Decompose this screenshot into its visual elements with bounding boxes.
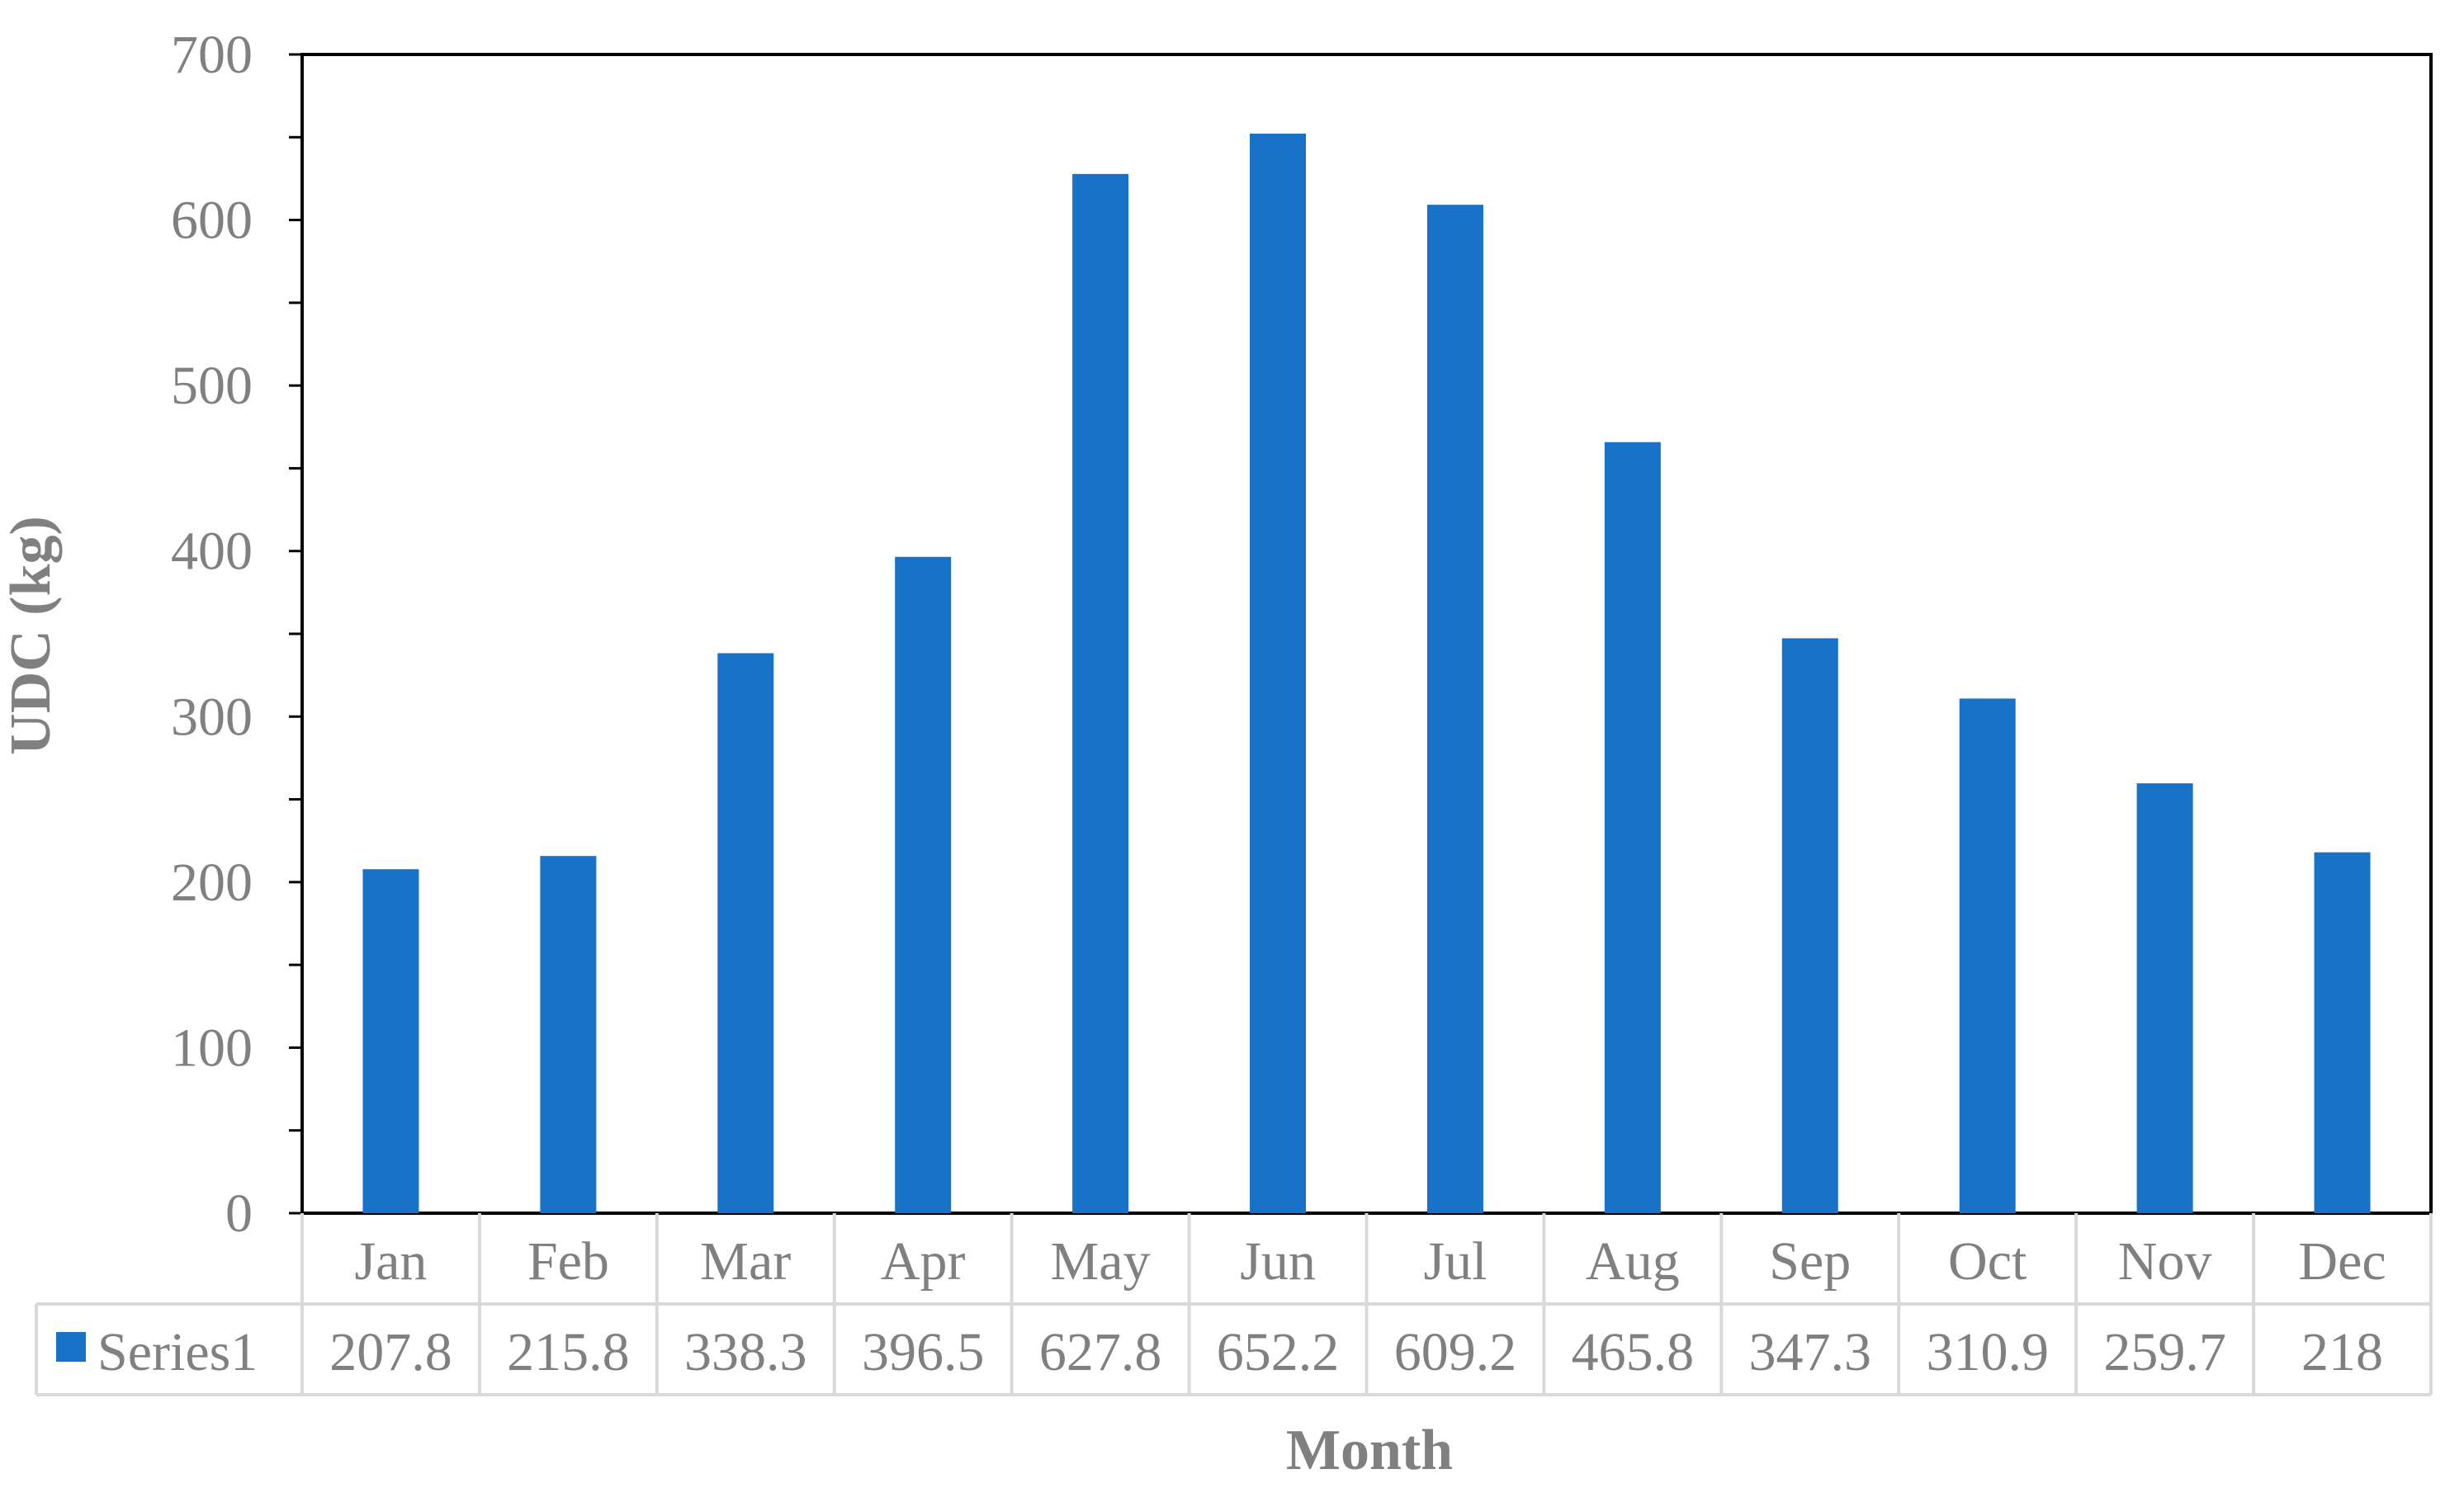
bar	[895, 556, 952, 1213]
data-label: 465.8	[1572, 1322, 1695, 1382]
bar	[1072, 173, 1129, 1213]
x-tick-label: Sep	[1769, 1231, 1851, 1292]
x-tick-label: Apr	[881, 1231, 966, 1292]
y-tick-label: 300	[171, 687, 253, 747]
y-tick-label: 600	[171, 191, 253, 251]
data-label: 396.5	[862, 1322, 985, 1382]
x-tick-label: Jul	[1423, 1231, 1487, 1292]
x-tick-label: Nov	[2118, 1231, 2212, 1292]
legend-swatch	[56, 1332, 86, 1362]
bar	[1426, 205, 1483, 1213]
x-axis-title: Month	[1286, 1419, 1453, 1482]
bar	[717, 653, 774, 1213]
data-label: 207.8	[329, 1322, 452, 1382]
x-tick-label: May	[1051, 1231, 1151, 1292]
x-tick-label: Mar	[700, 1231, 791, 1292]
bar	[1604, 442, 1661, 1213]
data-label: 609.2	[1394, 1322, 1517, 1382]
y-tick-label: 500	[171, 356, 253, 416]
data-label: 218	[2301, 1322, 2383, 1382]
x-tick-label: Oct	[1948, 1231, 2027, 1292]
x-tick-label: Feb	[527, 1231, 609, 1292]
bars	[362, 133, 2371, 1213]
bar	[362, 869, 419, 1213]
x-tick-label: Jun	[1240, 1231, 1316, 1292]
bar	[2314, 852, 2371, 1213]
data-label: 347.3	[1749, 1322, 1872, 1382]
y-axis-title: UDC (kg)	[0, 516, 63, 755]
bar	[2136, 783, 2193, 1213]
y-tick-label: 400	[171, 522, 253, 582]
bar	[540, 856, 597, 1213]
data-label: 215.8	[507, 1322, 630, 1382]
data-label: 652.2	[1217, 1322, 1340, 1382]
y-tick-label: 100	[171, 1018, 253, 1078]
y-tick-label: 0	[225, 1183, 253, 1244]
data-label: 338.3	[684, 1322, 807, 1382]
data-label: 627.8	[1039, 1322, 1162, 1382]
data-table: Jan Feb Mar Apr May Jun Jul Aug Sep Oct Nov Dec Seri…	[35, 1213, 2433, 1396]
x-tick-label: Dec	[2298, 1231, 2386, 1292]
bar	[1781, 638, 1838, 1213]
x-tick-label: Aug	[1586, 1231, 1680, 1292]
plot-border	[300, 53, 2433, 1215]
plot-area	[300, 53, 2433, 1215]
data-label: 310.9	[1926, 1322, 2049, 1382]
y-tick-label: 200	[171, 853, 253, 913]
legend-label: Series1	[97, 1322, 258, 1382]
x-tick-label: Jan	[354, 1231, 427, 1292]
data-label: 259.7	[2103, 1322, 2226, 1382]
y-axis: 0 100 200 300 400 500 600 700	[171, 25, 302, 1244]
y-tick-label: 700	[171, 25, 253, 85]
bar	[1959, 698, 2016, 1213]
bar	[1250, 133, 1307, 1213]
